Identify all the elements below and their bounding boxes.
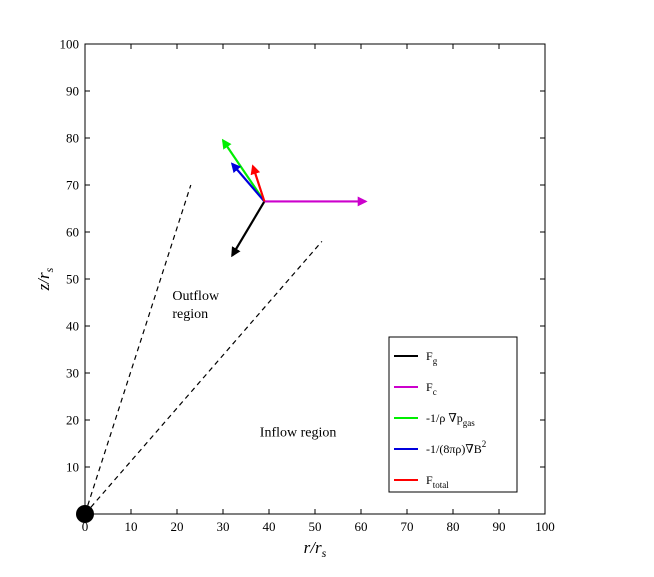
dashed-boundaries xyxy=(84,184,323,515)
x-tick-label: 40 xyxy=(263,519,276,534)
y-tick-label: 10 xyxy=(66,460,79,475)
legend-superscript: 2 xyxy=(482,439,487,449)
black-hole xyxy=(76,505,94,523)
force-vector xyxy=(230,162,266,203)
x-tick-label: 100 xyxy=(535,519,555,534)
force-vectors xyxy=(221,138,368,258)
x-tick-label: 10 xyxy=(125,519,138,534)
legend-label: -1/ρ ∇pgas xyxy=(426,411,475,428)
region-label: Outflow xyxy=(172,289,220,304)
legend-label: Fc xyxy=(426,380,437,397)
x-axis-label: r/rs xyxy=(304,538,327,560)
dashed-line xyxy=(84,184,192,515)
axis-ticks: 0 10 20 30 40 50 60 70 80 90 100 10 20 30 40 50 60 70 80 90… xyxy=(60,37,555,535)
legend-label: -1/(8πρ)∇B2 xyxy=(426,439,486,456)
legend-text-main: F xyxy=(426,380,433,394)
y-tick-label: 80 xyxy=(66,131,79,146)
x-tick-label: 50 xyxy=(309,519,322,534)
x-tick-label: 0 xyxy=(82,519,89,534)
y-axis-label-main: z/r xyxy=(34,272,53,291)
force-vector xyxy=(221,138,266,203)
region-annotations: Outflow region Inflow region xyxy=(172,289,336,440)
legend-subscript: gas xyxy=(463,418,475,428)
y-tick-label: 40 xyxy=(66,319,79,334)
x-tick-label: 90 xyxy=(493,519,506,534)
y-tick-label: 60 xyxy=(66,225,79,240)
force-vector xyxy=(231,200,266,258)
legend-text-main: F xyxy=(426,349,433,363)
y-tick-label: 20 xyxy=(66,413,79,428)
y-axis-label-sub: s xyxy=(42,267,56,272)
x-tick-label: 80 xyxy=(447,519,460,534)
legend-text-main: -1/(8πρ)∇B xyxy=(426,442,482,456)
y-tick-label: 50 xyxy=(66,272,79,287)
dashed-line xyxy=(84,241,323,515)
y-axis-label: z/rs xyxy=(34,267,56,291)
y-tick-label: 100 xyxy=(60,37,80,52)
legend-label: Ftotal xyxy=(426,473,449,490)
legend-label: Fg xyxy=(426,349,438,366)
legend-subscript: total xyxy=(433,480,449,490)
region-label: Inflow region xyxy=(260,425,337,440)
black-hole-marker xyxy=(76,505,94,523)
legend-subscript: g xyxy=(433,356,438,366)
y-tick-label: 30 xyxy=(66,366,79,381)
axis-labels: r/rsz/rs xyxy=(34,267,327,560)
x-axis-label-sub: s xyxy=(322,546,327,560)
x-tick-label: 20 xyxy=(171,519,184,534)
x-tick-label: 60 xyxy=(355,519,368,534)
x-tick-label: 30 xyxy=(217,519,230,534)
region-label: region xyxy=(172,307,208,322)
legend-text-main: F xyxy=(426,473,433,487)
x-tick-label: 70 xyxy=(401,519,414,534)
legend-box xyxy=(388,336,518,493)
y-tick-label: 90 xyxy=(66,84,79,99)
legend-subscript: c xyxy=(433,387,437,397)
force-vector xyxy=(250,164,266,202)
x-axis-label-main: r/r xyxy=(304,538,322,557)
legend-text-main: -1/ρ ∇p xyxy=(426,411,463,425)
y-tick-label: 70 xyxy=(66,178,79,193)
